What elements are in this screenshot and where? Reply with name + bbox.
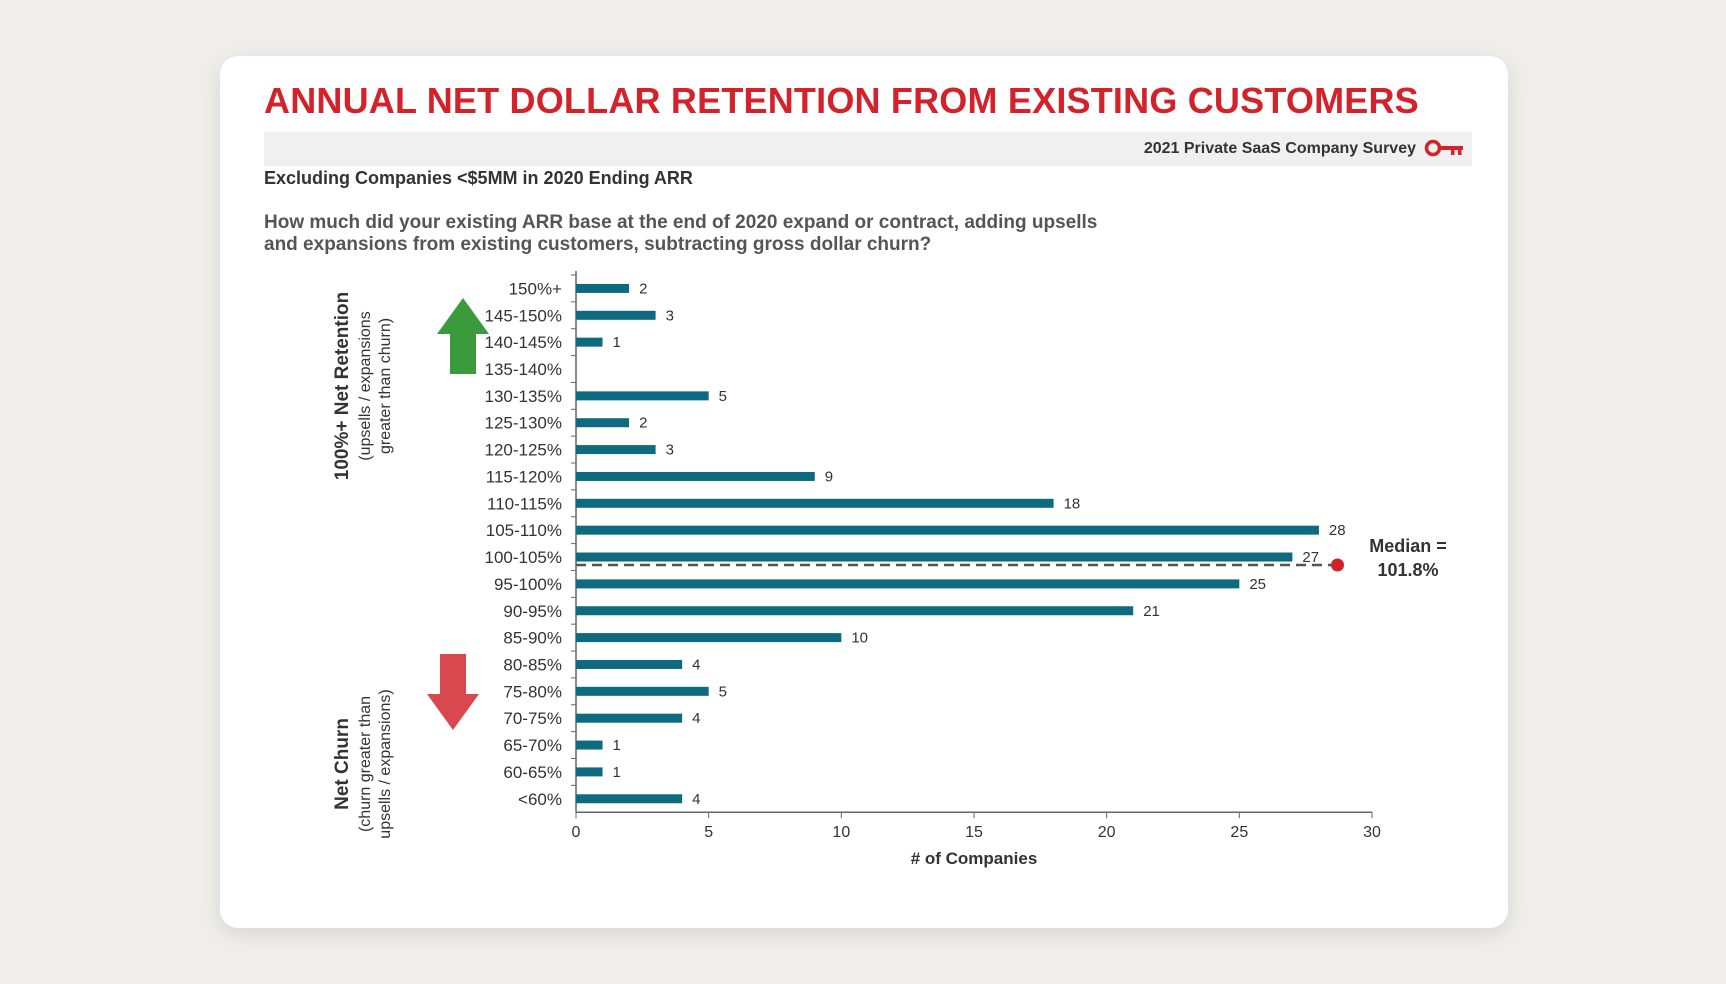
bar [576,686,709,696]
bar-value-label: 2 [639,415,647,432]
bar-value-label: 3 [666,442,674,459]
y-tick-label: 150%+ [509,279,562,298]
bar [576,471,815,481]
y-tick-label: 125-130% [484,414,562,433]
churn-title: Net Churn [332,718,353,810]
bar [576,283,630,293]
x-tick-label: 15 [965,824,983,841]
x-tick-label: 5 [704,824,713,841]
x-tick-label: 30 [1363,824,1381,841]
bar-value-label: 4 [692,791,700,808]
churn-sub-2: upsells / expansions) [377,689,394,838]
bar-value-label: 2 [639,280,647,297]
bar-value-label: 25 [1249,576,1266,593]
y-tick-label: 90-95% [503,602,562,621]
bar-value-label: 10 [851,630,868,647]
bar [576,579,1240,589]
bar-value-label: 5 [719,388,727,405]
retention-title: 100%+ Net Retention [332,292,353,480]
bar [576,794,683,804]
bar [576,337,603,347]
y-tick-label: 140-145% [484,333,562,352]
bar [576,659,683,669]
median-label-line-2: 101.8% [1377,560,1438,580]
bar-value-label: 1 [613,737,621,754]
retention-sub-1: (upsells / expansions [357,311,374,460]
question-line-2: and expansions from existing customers, … [264,234,932,255]
median-marker [1331,558,1345,572]
y-tick-label: 75-80% [503,682,562,701]
question-line-1: How much did your existing ARR base at t… [264,212,1098,233]
bar-chart: 100%+ Net Retention (upsells / expansion… [332,271,1447,868]
bar [576,445,656,455]
chart-subtitle: Excluding Companies <$5MM in 2020 Ending… [264,168,693,188]
y-tick-label: 105-110% [486,521,562,540]
y-tick-label: 95-100% [494,575,562,594]
bar-value-label: 9 [825,468,833,485]
key-logo-icon [1424,139,1463,157]
bar [576,740,603,750]
y-tick-label: 120-125% [484,441,562,460]
retention-sub-2: greater than churn) [377,318,394,454]
y-tick-label: 130-135% [484,387,562,406]
y-tick-label: 60-65% [503,763,562,782]
x-tick-label: 20 [1098,824,1116,841]
y-tick-label: 80-85% [503,655,562,674]
chart-title: ANNUAL NET DOLLAR RETENTION FROM EXISTIN… [264,80,1419,121]
survey-label: 2021 Private SaaS Company Survey [1143,140,1416,157]
plot-area: 150%+ 2 145-150% 3 140-145% 1 135-140% 130-135%… [484,271,1447,868]
churn-sub-1: (churn greater than [357,696,374,832]
up-arrow-icon [437,298,489,374]
bar [576,713,683,723]
side-annotations: 100%+ Net Retention (upsells / expansion… [332,292,489,839]
survey-question: How much did your existing ARR base at t… [264,212,1224,256]
bar-value-label: 4 [692,710,700,727]
bar [576,552,1293,562]
chart-card: ANNUAL NET DOLLAR RETENTION FROM EXISTIN… [220,56,1508,928]
bar-value-label: 5 [719,683,727,700]
bar-value-label: 3 [666,307,674,324]
y-tick-label: <60% [518,790,562,809]
median-label-line-1: Median = [1369,536,1447,556]
y-tick-label: 115-120% [486,467,562,486]
y-tick-label: 100-105% [484,548,562,567]
bar [576,391,709,401]
y-tick-label: 135-140% [484,360,562,379]
x-tick-label: 10 [832,824,850,841]
x-tick-label: 25 [1230,824,1248,841]
bar-value-label: 28 [1329,522,1346,539]
survey-banner: 2021 Private SaaS Company Survey [264,132,1472,166]
bar [576,525,1319,535]
bar [576,418,630,428]
y-tick-label: 85-90% [503,629,562,648]
bar [576,767,603,777]
bar-value-label: 1 [613,334,621,351]
bar-value-label: 1 [613,764,621,781]
x-axis-title: # of Companies [911,849,1038,868]
down-arrow-icon [427,654,479,730]
bar-value-label: 18 [1064,495,1081,512]
y-tick-label: 145-150% [484,306,562,325]
x-tick-label: 0 [572,824,581,841]
bar-value-label: 27 [1302,549,1319,566]
bar-value-label: 21 [1143,603,1160,620]
y-tick-label: 65-70% [503,736,562,755]
bar [576,633,842,643]
bar [576,310,656,320]
bar [576,606,1134,616]
y-tick-label: 70-75% [503,709,562,728]
bar-value-label: 4 [692,656,700,673]
y-tick-label: 110-115% [487,494,562,513]
bar [576,498,1054,508]
